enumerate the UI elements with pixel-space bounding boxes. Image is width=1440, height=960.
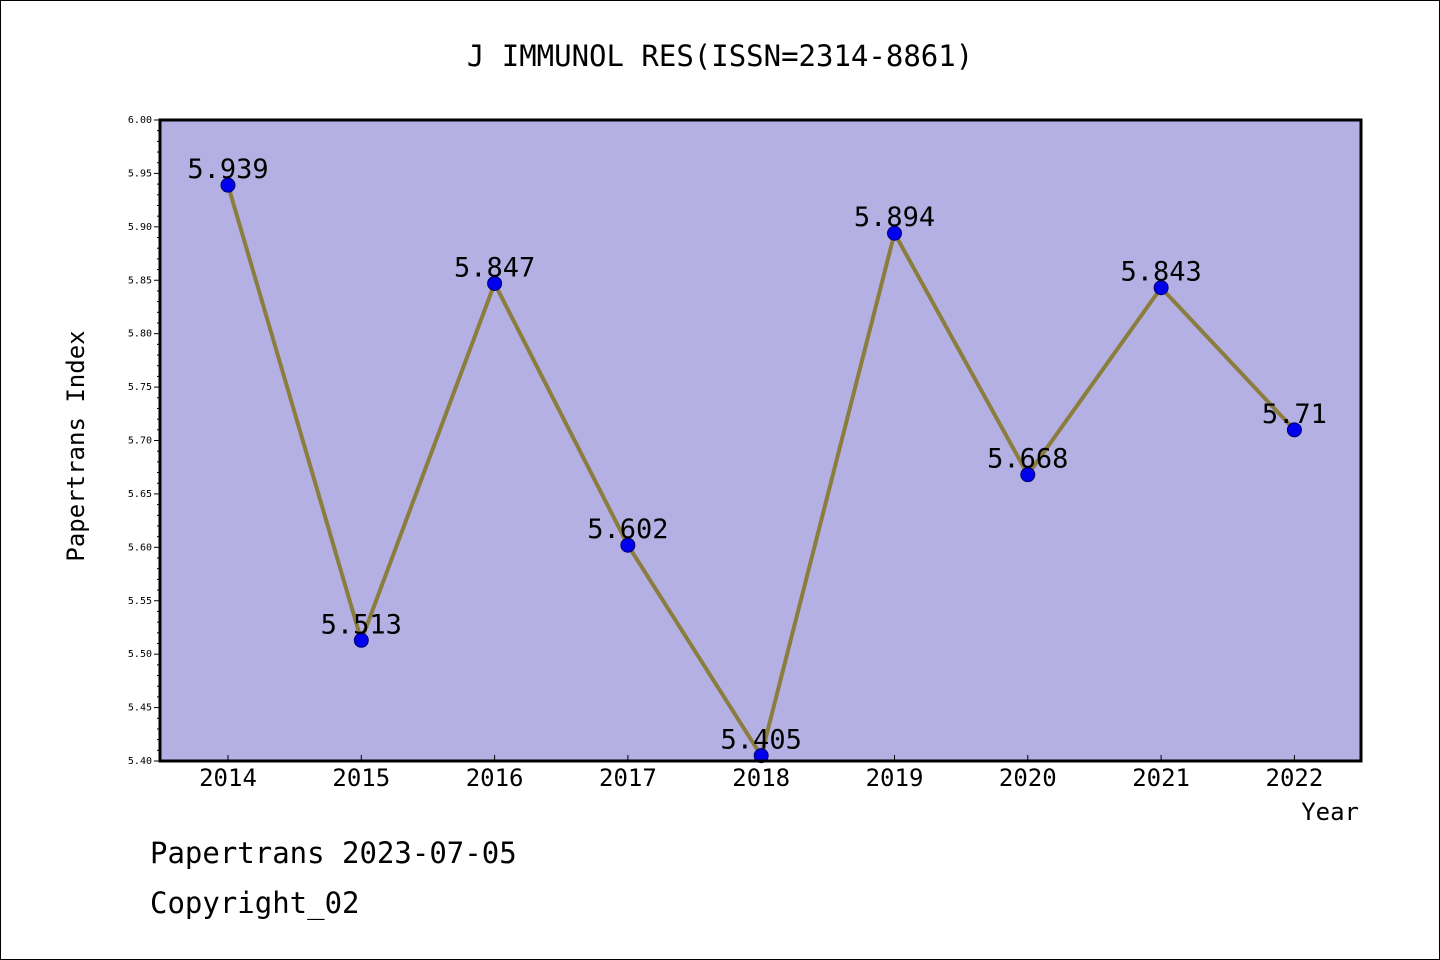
data-label: 5.894 (854, 202, 935, 233)
y-tick-label: 5.55 (128, 596, 152, 607)
data-point (753, 748, 769, 764)
x-tick-label: 2022 (1266, 764, 1324, 792)
x-tick-label: 2016 (466, 764, 524, 792)
data-label: 5.71 (1262, 399, 1327, 430)
y-tick-label: 5.95 (128, 168, 152, 179)
x-tick-label: 2021 (1132, 764, 1190, 792)
data-point (887, 225, 902, 241)
y-tick-label: 5.90 (128, 222, 152, 233)
x-tick-label: 2014 (199, 764, 257, 792)
x-tick-label: 2020 (999, 764, 1057, 792)
y-tick-label: 5.50 (128, 649, 152, 660)
footer-date: Papertrans 2023-07-05 (150, 836, 517, 870)
y-axis: 5.40 5.45 5.50 5.55 5.60 5.65 5.70 5.75 5.80 5.85… (128, 115, 160, 767)
plot-area (160, 120, 1361, 761)
footer-copyright: Copyright_02 (150, 886, 360, 920)
x-tick-label: 2017 (599, 764, 657, 792)
plot-border (158, 118, 1363, 763)
x-axis-label: Year (1301, 798, 1359, 826)
data-point (487, 275, 503, 291)
data-point (620, 537, 636, 553)
chart-title: J IMMUNOL RES(ISSN=2314-8861) (467, 39, 973, 73)
data-point (1153, 280, 1169, 296)
series-markers (220, 177, 1302, 764)
y-tick-label: 5.45 (128, 703, 152, 714)
y-axis-label: Papertrans Index (62, 330, 90, 561)
data-label: 5.602 (587, 514, 668, 545)
y-tick-label: 5.70 (128, 436, 152, 447)
y-tick-label: 5.85 (128, 275, 152, 286)
x-tick-label: 2019 (866, 764, 924, 792)
data-point (1286, 422, 1302, 438)
y-tick-label: 5.65 (128, 489, 152, 500)
y-tick-label: 5.40 (128, 756, 152, 767)
x-tick-label: 2018 (732, 764, 790, 792)
data-labels: 5.939 5.513 5.847 5.602 5.405 5.894 5.668 5.843… (187, 154, 1327, 755)
x-tick-label: 2015 (332, 764, 390, 792)
data-label: 5.405 (721, 725, 802, 756)
data-point (220, 177, 236, 193)
data-label: 5.847 (454, 252, 535, 283)
data-point (1020, 467, 1036, 483)
y-tick-label: 5.80 (128, 329, 152, 340)
data-label: 5.843 (1120, 257, 1201, 288)
data-label: 5.668 (987, 444, 1068, 475)
data-label: 5.513 (321, 609, 402, 640)
y-tick-label: 6.00 (128, 115, 152, 126)
data-point (353, 632, 369, 648)
data-label: 5.939 (187, 154, 268, 185)
x-axis: 2014 2015 2016 2017 2018 2019 2020 2021 2022 (199, 755, 1323, 792)
y-tick-label: 5.60 (128, 542, 152, 553)
y-tick-label: 5.75 (128, 382, 152, 393)
